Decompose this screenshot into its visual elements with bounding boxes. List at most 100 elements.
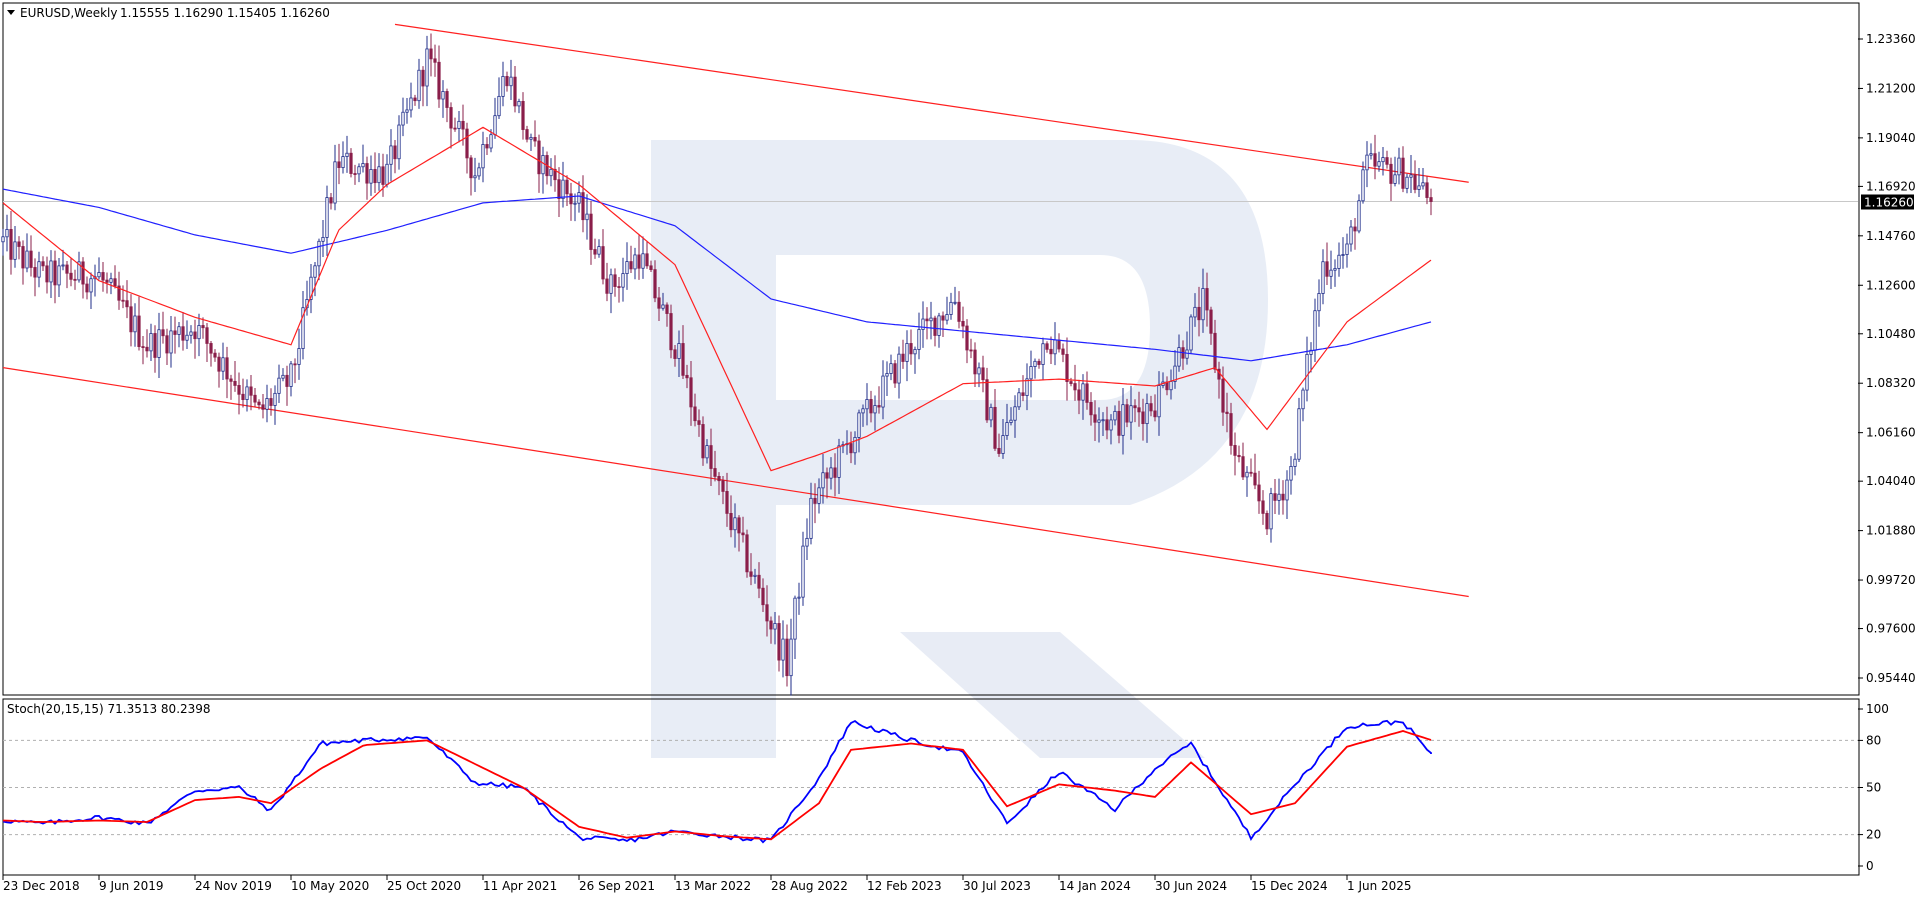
candle (781, 620, 785, 678)
candle (533, 120, 537, 147)
stoch-signal-line (2, 730, 1432, 841)
candle (297, 328, 301, 380)
candle (1361, 161, 1365, 204)
candle (1293, 453, 1297, 476)
candle (813, 483, 817, 524)
candle (1185, 331, 1189, 365)
candle (653, 260, 657, 303)
candle (37, 251, 41, 288)
candle (685, 364, 689, 389)
candle (121, 285, 125, 309)
candle (1313, 298, 1317, 363)
candle (973, 342, 977, 387)
candle (1425, 176, 1429, 205)
candle (861, 404, 865, 427)
candle (741, 516, 745, 543)
candle (17, 236, 21, 260)
price-axis: 1.23360 1.21200 1.19040 1.16920 1.14760 1.126… (1858, 32, 1916, 685)
candle (181, 312, 185, 351)
candle (1109, 414, 1113, 445)
candle (569, 182, 573, 221)
candle (1037, 358, 1041, 369)
date-axis: 23 Dec 2018 9 Jun 2019 24 Nov 2019 10 May 2… (2, 875, 1412, 893)
candle (1269, 487, 1273, 543)
candle (885, 361, 889, 397)
candle (377, 153, 381, 191)
candle (1385, 150, 1389, 169)
candle (805, 518, 809, 561)
candle (261, 394, 265, 419)
candle (537, 134, 541, 193)
candle (669, 304, 673, 359)
candle (1265, 510, 1269, 536)
candle (149, 323, 153, 362)
candle (657, 286, 661, 321)
candle (157, 312, 161, 378)
candle (1033, 358, 1037, 379)
candle (9, 210, 13, 275)
ma-slow-line (2, 188, 1432, 362)
candle (1201, 268, 1205, 333)
date-tick-label: 14 Jan 2024 (1059, 879, 1131, 893)
candle (1125, 398, 1129, 428)
candle (881, 360, 885, 420)
candle (53, 250, 57, 304)
candle (65, 261, 69, 289)
candle (753, 568, 757, 584)
candle (1057, 333, 1061, 353)
candle (1141, 398, 1145, 441)
candle (445, 88, 449, 123)
candle (1241, 442, 1245, 481)
date-tick-label: 26 Sep 2021 (579, 879, 655, 893)
candle (1117, 400, 1121, 444)
candle (833, 453, 837, 497)
candle (1081, 374, 1085, 420)
candle (1157, 371, 1161, 436)
candle (221, 342, 225, 380)
candle (1341, 237, 1345, 269)
candle (1421, 168, 1425, 190)
candle (837, 438, 841, 494)
candle (637, 235, 641, 280)
candle (1349, 219, 1353, 252)
candle (509, 59, 513, 100)
candle (289, 360, 293, 397)
candle (477, 162, 481, 180)
moving-averages (2, 126, 1432, 472)
candle (649, 260, 653, 273)
candle (201, 317, 205, 339)
candle (557, 167, 561, 217)
candle (381, 153, 385, 197)
candle (421, 66, 425, 107)
candle (1113, 405, 1117, 426)
channel-upper-line[interactable] (394, 23, 1469, 183)
price-tick-label: 1.23360 (1866, 32, 1916, 46)
candle (1429, 188, 1433, 216)
candle (513, 66, 517, 113)
candle (1013, 395, 1017, 438)
candle (281, 368, 285, 382)
candle (1321, 249, 1325, 305)
dropdown-triangle-icon[interactable] (7, 10, 15, 15)
candle (517, 98, 521, 114)
candle (401, 97, 405, 137)
candle (1177, 334, 1181, 372)
candle (1377, 151, 1381, 172)
candle (285, 365, 289, 406)
candle (1369, 143, 1373, 160)
candle (913, 346, 917, 374)
candle (1101, 412, 1105, 436)
candle (293, 358, 297, 384)
candle (49, 250, 53, 299)
candle (1149, 395, 1153, 417)
candle (61, 249, 65, 271)
candle (897, 346, 901, 399)
candle (1005, 403, 1009, 440)
candle (1253, 453, 1257, 490)
candle (1153, 394, 1157, 422)
candle (1105, 406, 1109, 440)
candle (893, 359, 897, 388)
stoch-tick-label: 0 (1866, 859, 1874, 873)
